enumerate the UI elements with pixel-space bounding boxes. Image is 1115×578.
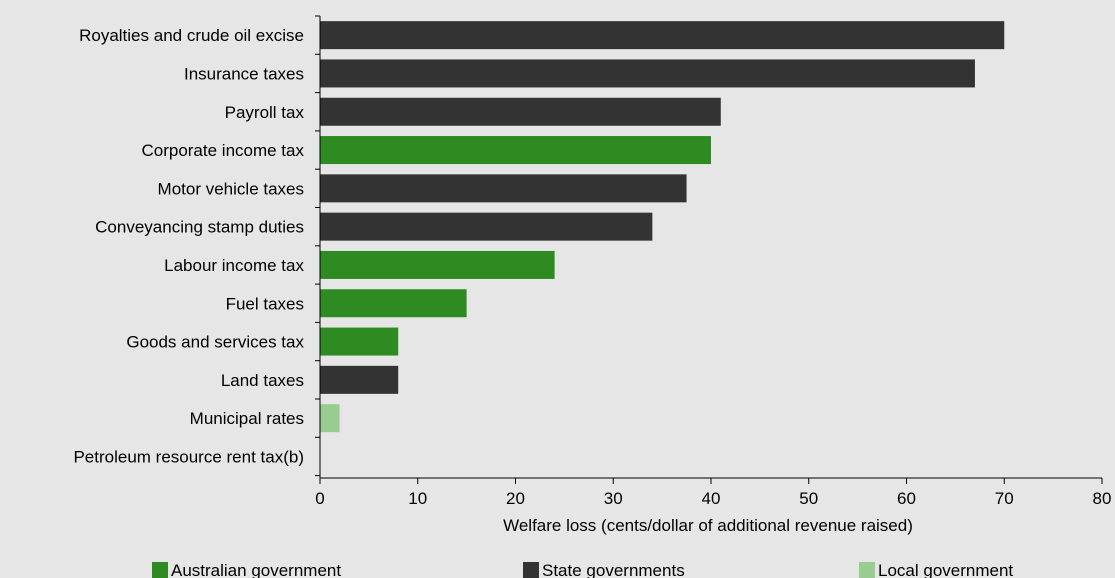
category-label: Municipal rates <box>190 409 304 428</box>
x-tick-label: 0 <box>315 489 324 508</box>
legend-swatch <box>523 562 539 578</box>
axes <box>315 15 1103 484</box>
category-label: Labour income tax <box>164 256 304 275</box>
x-tick-label: 60 <box>897 489 916 508</box>
legend-label: Local government <box>878 561 1013 578</box>
x-tick-label: 50 <box>799 489 818 508</box>
x-tick-label: 80 <box>1093 489 1112 508</box>
category-label: Motor vehicle taxes <box>158 179 304 198</box>
bar-5 <box>320 174 687 203</box>
x-axis-title: Welfare loss (cents/dollar of additional… <box>503 516 913 535</box>
legend-label: Australian government <box>171 561 341 578</box>
category-label: Royalties and crude oil excise <box>79 26 304 45</box>
bars-layer <box>320 21 1005 433</box>
category-label: Payroll tax <box>225 103 305 122</box>
x-tick-label: 20 <box>506 489 525 508</box>
bar-10 <box>320 365 399 394</box>
category-label: Conveyancing stamp duties <box>95 218 304 237</box>
legend-swatch <box>152 562 168 578</box>
x-tick-label: 40 <box>702 489 721 508</box>
bar-3 <box>320 97 721 126</box>
legend-swatch <box>859 562 875 578</box>
bar-4 <box>320 136 711 165</box>
x-tick-label: 10 <box>408 489 427 508</box>
legend-label: State governments <box>542 561 685 578</box>
bar-7 <box>320 250 555 279</box>
category-label: Fuel taxes <box>226 294 304 313</box>
category-label: Goods and services tax <box>126 333 304 352</box>
bar-6 <box>320 212 653 241</box>
category-label: Petroleum resource rent tax(b) <box>73 447 304 466</box>
x-tick-label: 70 <box>995 489 1014 508</box>
x-tick-label: 30 <box>604 489 623 508</box>
legend: Australian government State governments Lo… <box>152 561 1013 578</box>
bar-1 <box>320 21 1005 50</box>
bar-8 <box>320 289 467 318</box>
category-label: Land taxes <box>221 371 304 390</box>
tick-labels: 0 10 20 30 40 50 60 70 80 <box>315 489 1111 508</box>
bar-9 <box>320 327 399 356</box>
category-labels: Royalties and crude oil excise Insurance … <box>73 26 304 466</box>
bar-11 <box>320 404 340 433</box>
bar-2 <box>320 59 975 88</box>
category-label: Corporate income tax <box>141 141 304 160</box>
category-label: Insurance taxes <box>184 64 304 83</box>
